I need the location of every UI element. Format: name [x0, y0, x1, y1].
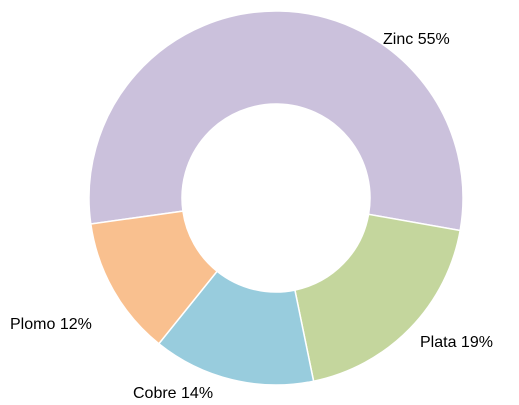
value-label: 55% — [418, 31, 450, 48]
value-label: 12% — [60, 316, 92, 333]
value-label: 19% — [461, 334, 493, 351]
value-label: 14% — [181, 385, 213, 402]
segment-label: Zinc 55% — [383, 31, 450, 48]
category-label: Plata — [420, 334, 457, 351]
segment-label: Plomo 12% — [10, 316, 92, 333]
segment-label: Plata 19% — [420, 334, 493, 351]
category-label: Cobre — [133, 385, 177, 402]
category-label: Zinc — [383, 31, 413, 48]
donut-segment — [89, 210, 219, 345]
category-label: Plomo — [10, 316, 55, 333]
segment-label: Cobre 14% — [133, 385, 213, 402]
donut-segment — [88, 10, 464, 232]
donut-segment — [294, 213, 462, 383]
